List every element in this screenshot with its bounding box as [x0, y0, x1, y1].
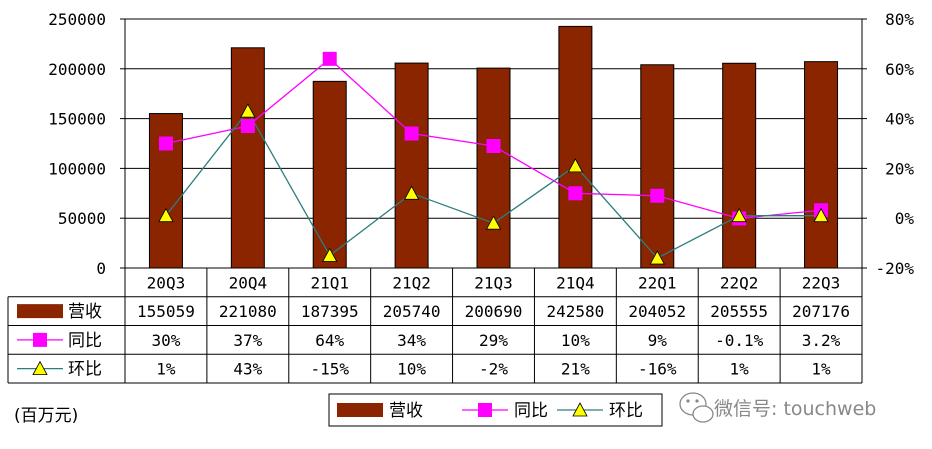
table-cell: 43%	[233, 360, 262, 379]
right-tick-label: 80%	[885, 10, 914, 29]
qoq-point	[731, 207, 747, 223]
wechat-icon-bubble	[692, 405, 714, 423]
category-label: 22Q2	[720, 273, 759, 292]
legend-key-marker	[572, 402, 588, 417]
table-cell: 207176	[792, 302, 850, 321]
series-lines	[158, 51, 829, 265]
category-label: 22Q1	[638, 273, 677, 292]
table-cell: 64%	[315, 331, 344, 350]
qoq-point	[813, 207, 829, 223]
axes: 0 50000 100000 150000 200000 250000 -20% 0% 20% 4…	[48, 10, 914, 278]
table-cell: 9%	[648, 331, 668, 350]
qoq-point	[322, 247, 338, 262]
unit-note: (百万元)	[14, 406, 78, 426]
revenue-bar	[640, 64, 675, 269]
legend-label: 营收	[389, 401, 423, 421]
table-row-label: 同比	[68, 331, 102, 351]
table-cell: 1%	[730, 360, 750, 379]
qoq-point	[567, 158, 584, 173]
revenue-bar	[230, 47, 265, 269]
table-cell: -15%	[310, 360, 349, 379]
table-cell: 1%	[156, 360, 176, 379]
revenue-bar	[722, 62, 757, 269]
table-cell: 205555	[710, 302, 768, 321]
category-label: 20Q3	[147, 273, 186, 292]
category-label: 22Q3	[802, 273, 841, 292]
table-cell: -16%	[638, 360, 677, 379]
right-tick-label: 60%	[885, 60, 914, 79]
table-row-label: 营收	[68, 302, 102, 322]
qoq-point	[403, 185, 420, 200]
wechat-icon-dot	[686, 399, 690, 403]
legend-label: 同比	[514, 401, 548, 421]
yoy-point	[568, 186, 583, 201]
table-cell: 21%	[561, 360, 590, 379]
yoy-point	[404, 126, 419, 141]
table-cell: 34%	[397, 331, 426, 350]
table-key-bar	[17, 304, 63, 319]
category-label: 21Q3	[474, 273, 513, 292]
left-tick-label: 50000	[58, 209, 106, 228]
category-label: 21Q2	[392, 273, 431, 292]
table-key-marker	[33, 332, 47, 347]
yoy-point	[158, 136, 173, 151]
table-cell: 29%	[479, 331, 508, 350]
legend: 营收 同比 环比	[328, 393, 663, 427]
legend-label: 环比	[609, 401, 643, 421]
yoy-point	[322, 51, 337, 66]
table-cell: 187395	[301, 302, 359, 321]
data-table: 20Q3 20Q4 21Q1 21Q2 21Q3 21Q4 22Q1 22Q2 22Q3 营收 15…	[7, 267, 863, 384]
wechat-icon-dot	[695, 399, 699, 403]
left-tick-label: 250000	[48, 10, 106, 29]
category-label: 21Q1	[310, 273, 349, 292]
revenue-bar	[312, 80, 347, 269]
wechat-icon	[679, 392, 714, 423]
table-cell: 1%	[811, 360, 831, 379]
legend-key-bar	[337, 403, 383, 417]
qoq-point	[240, 103, 256, 118]
table-cell: 242580	[546, 302, 604, 321]
table-cell: -2%	[479, 360, 508, 379]
left-tick-label: 100000	[48, 159, 106, 178]
table-cell: 10%	[561, 331, 590, 350]
yoy-point	[650, 188, 665, 203]
annotations: (百万元) 微信号: touchweb	[14, 392, 876, 426]
table-cell: 221080	[219, 302, 277, 321]
table-cell: 200690	[465, 302, 523, 321]
yoy-point	[240, 119, 255, 134]
table-cell: 10%	[397, 360, 426, 379]
table-key-marker	[32, 360, 48, 376]
revenue-bar	[476, 67, 511, 269]
qoq-point	[649, 250, 665, 265]
category-label: 20Q4	[229, 273, 268, 292]
qoq-point	[485, 215, 502, 230]
qoq-point	[158, 207, 174, 223]
table-cell: 37%	[233, 331, 262, 350]
right-tick-label: 0%	[895, 209, 915, 228]
revenue-bars	[148, 25, 839, 269]
left-tick-label: 150000	[48, 110, 106, 129]
left-tick-label: 200000	[48, 60, 106, 79]
table-cell: -0.1%	[715, 331, 764, 350]
revenue-bar	[804, 61, 839, 269]
revenue-bar	[394, 62, 429, 269]
table-cell: 30%	[151, 331, 180, 350]
right-tick-label: -20%	[875, 259, 914, 278]
yoy-point	[486, 138, 501, 153]
table-row-label: 环比	[68, 360, 102, 380]
table-cell: 204052	[628, 302, 686, 321]
right-tick-label: 20%	[885, 159, 914, 178]
table-cell: 205740	[383, 302, 441, 321]
legend-key-marker	[478, 403, 492, 417]
revenue-bar	[558, 25, 593, 269]
watermark-text: 微信号: touchweb	[714, 398, 876, 420]
table-cell: 3.2%	[802, 331, 841, 350]
table-cell: 155059	[137, 302, 195, 321]
right-tick-label: 40%	[885, 110, 914, 129]
category-label: 21Q4	[556, 273, 595, 292]
left-tick-label: 0	[96, 259, 106, 278]
